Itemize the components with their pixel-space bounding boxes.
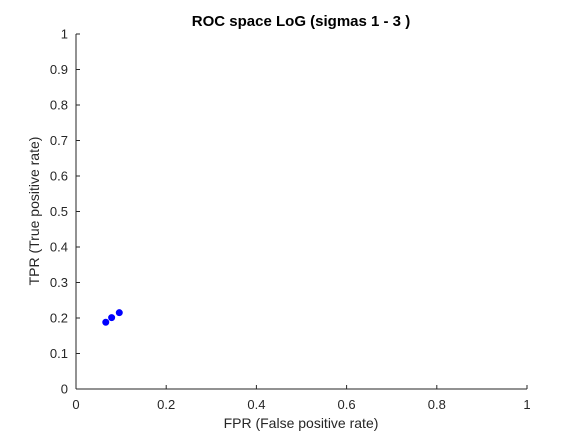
chart-title: ROC space LoG (sigmas 1 - 3 ) [192, 13, 410, 30]
axes [75, 34, 527, 390]
y-tick-label: 0.4 [50, 240, 68, 255]
y-axis-label: TPR (True positive rate) [26, 137, 42, 286]
x-axis-label: FPR (False positive rate) [224, 415, 379, 431]
y-tick-label: 0 [61, 382, 68, 397]
y-tick-label: 0.9 [50, 62, 68, 77]
data-point [115, 309, 123, 317]
x-tick-label: 0.6 [338, 397, 356, 412]
x-tick-label: 0.2 [157, 397, 175, 412]
x-axis-ticks: 0 0.2 0.4 0.6 0.8 1 [72, 385, 531, 412]
y-tick-label: 0.7 [50, 133, 68, 148]
data-point [108, 314, 116, 322]
y-tick-label: 0.5 [50, 204, 68, 219]
x-tick-label: 1 [523, 397, 530, 412]
y-tick-label: 1 [61, 27, 68, 42]
y-tick-label: 0.3 [50, 275, 68, 290]
x-tick-label: 0.8 [428, 397, 446, 412]
data-points [102, 309, 123, 326]
y-tick-label: 0.6 [50, 169, 68, 184]
x-tick-label: 0 [72, 397, 79, 412]
data-point [102, 318, 110, 326]
y-tick-label: 0.1 [50, 346, 68, 361]
x-tick-label: 0.4 [247, 397, 265, 412]
y-axis-ticks: 0 0.1 0.2 0.3 0.4 0.5 0.6 0.7 0.8 0.9 1 [50, 27, 80, 397]
y-tick-label: 0.8 [50, 98, 68, 113]
y-tick-label: 0.2 [50, 311, 68, 326]
